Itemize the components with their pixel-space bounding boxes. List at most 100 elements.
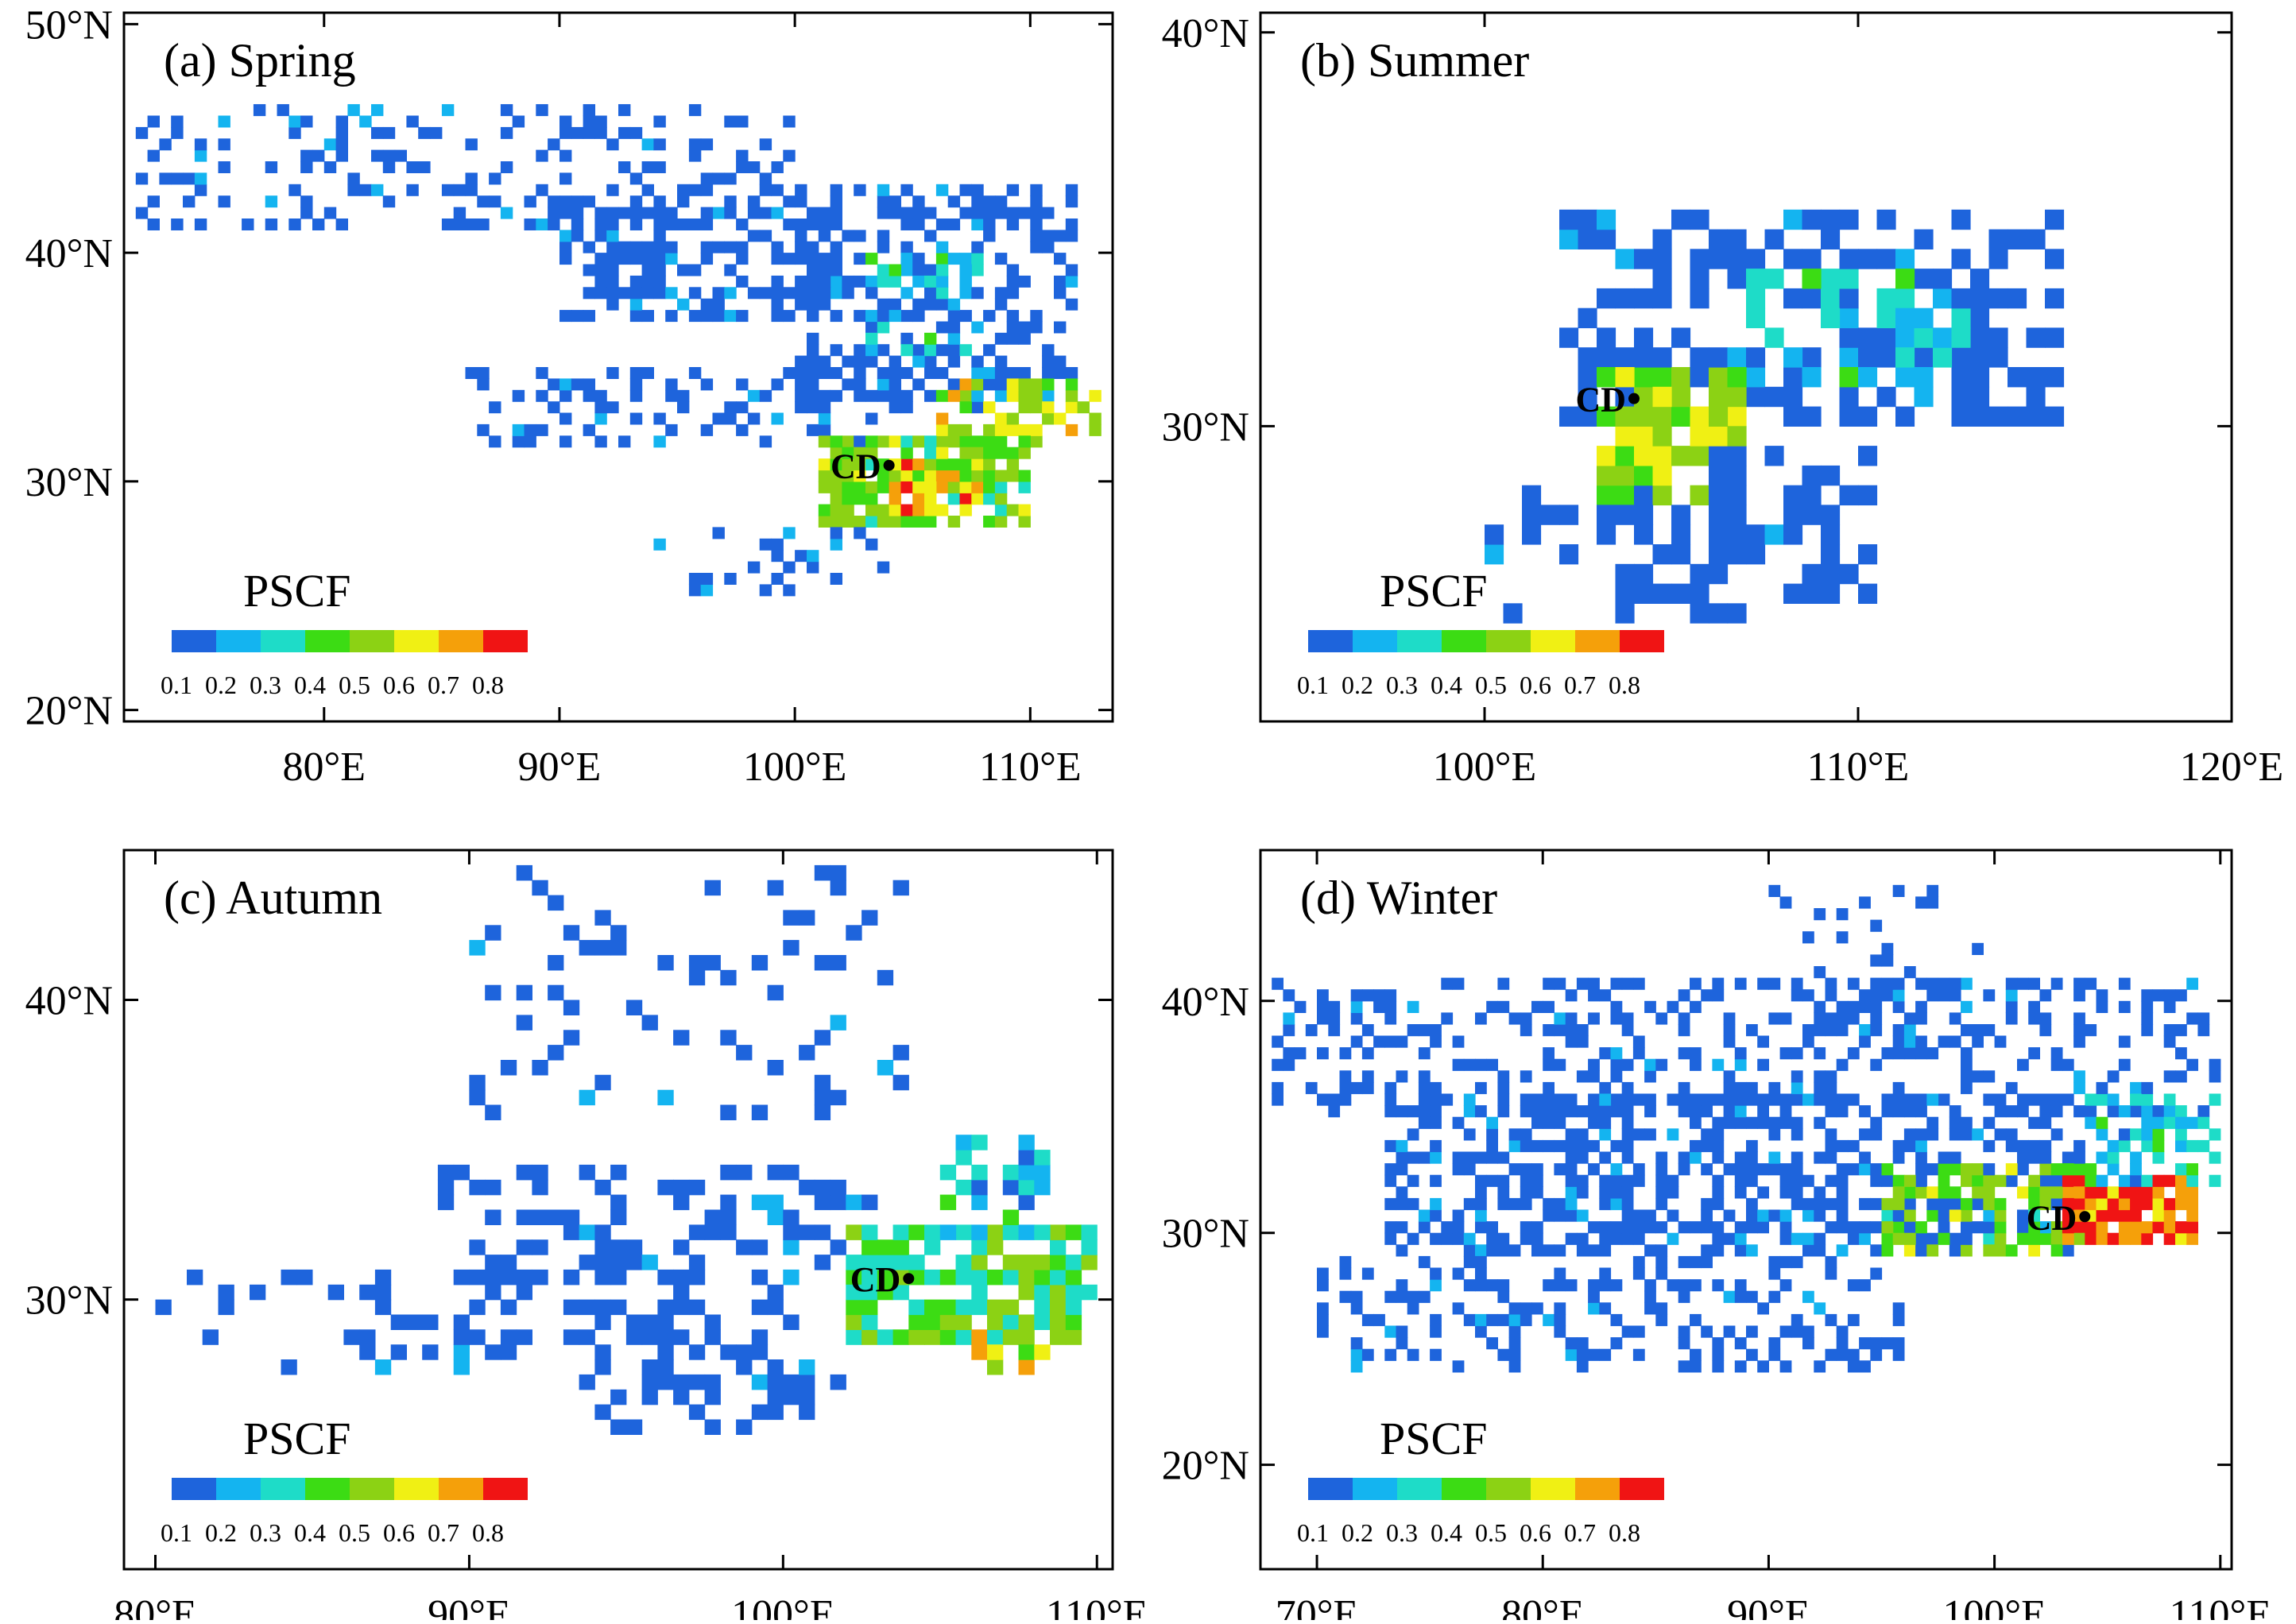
pscf-cell xyxy=(1615,406,1635,427)
pscf-cell xyxy=(747,195,761,208)
pscf-cell xyxy=(1926,1186,1939,1199)
pscf-cell xyxy=(1497,1232,1510,1245)
pscf-cell xyxy=(1734,1232,1747,1245)
pscf-cell xyxy=(1463,1163,1476,1176)
pscf-cell xyxy=(559,310,572,323)
pscf-cell xyxy=(1543,1024,1555,1037)
legend-swatch xyxy=(1620,630,1664,652)
pscf-cell xyxy=(1531,1186,1543,1199)
pscf-cell xyxy=(1407,1151,1419,1164)
pscf-cell xyxy=(783,1224,800,1240)
pscf-cell xyxy=(1565,1139,1578,1153)
pscf-cell xyxy=(665,253,678,265)
pscf-cell xyxy=(1497,1244,1510,1257)
legend-label: 0.3 xyxy=(250,1518,281,1547)
pscf-cell xyxy=(583,310,595,323)
pscf-cell xyxy=(912,435,925,448)
pscf-cell xyxy=(924,389,937,402)
panel-frame xyxy=(1259,849,2233,1571)
pscf-cell xyxy=(1050,1329,1067,1345)
pscf-cell xyxy=(548,207,560,219)
pscf-cell xyxy=(1914,307,1934,329)
pscf-cell xyxy=(2186,977,2198,990)
pscf-cell xyxy=(1576,1035,1589,1048)
pscf-cell xyxy=(1821,524,1841,545)
pscf-cell xyxy=(1836,1024,1849,1037)
pscf-cell xyxy=(1858,446,1878,466)
pscf-cell xyxy=(657,1089,674,1106)
pscf-cell xyxy=(1508,1348,1521,1361)
pscf-cell xyxy=(548,955,564,971)
pscf-cell xyxy=(1350,1337,1363,1350)
pscf-cell xyxy=(2028,977,2040,990)
pscf-cell xyxy=(594,1344,611,1360)
pscf-cell xyxy=(2050,1058,2063,1071)
pscf-cell xyxy=(1634,524,1654,545)
pscf-cell xyxy=(1859,1035,1871,1048)
pscf-cell xyxy=(1621,1012,1634,1025)
pscf-cell xyxy=(1522,485,1542,506)
pscf-cell xyxy=(1373,989,1385,1002)
pscf-cell xyxy=(830,287,842,300)
pscf-cell xyxy=(1634,288,1654,309)
pscf-cell xyxy=(2017,1093,2029,1106)
pscf-cell xyxy=(807,378,819,391)
pscf-cell xyxy=(889,516,901,528)
pscf-cell xyxy=(1272,977,1284,990)
pscf-cell xyxy=(1565,1209,1578,1222)
legend-label: 0.8 xyxy=(472,671,504,699)
pscf-cell xyxy=(771,161,784,173)
pscf-cell xyxy=(2039,1139,2052,1153)
pscf-cell xyxy=(1926,1093,1939,1106)
pscf-cell xyxy=(1870,954,1883,967)
pscf-cell xyxy=(2096,1209,2108,1222)
pscf-cell xyxy=(641,264,654,276)
pscf-cell xyxy=(563,1329,580,1345)
pscf-cell xyxy=(2026,367,2046,388)
pscf-cell xyxy=(1870,1116,1883,1129)
pscf-cell xyxy=(673,1179,690,1196)
pscf-cell xyxy=(1615,583,1635,604)
pscf-cell xyxy=(1895,327,1915,348)
pscf-cell xyxy=(994,378,1008,391)
pscf-cell xyxy=(2073,989,2085,1002)
pscf-cell xyxy=(1018,1179,1035,1196)
pscf-cell xyxy=(1339,1093,1352,1106)
pscf-cell xyxy=(1926,884,1939,897)
pscf-cell xyxy=(571,378,584,391)
pscf-cell xyxy=(1554,1267,1566,1280)
pscf-cell xyxy=(1723,1325,1736,1338)
pscf-cell xyxy=(1384,1035,1397,1048)
pscf-cell xyxy=(532,1179,548,1196)
pscf-cell xyxy=(1839,269,1859,289)
pscf-cell xyxy=(1328,1012,1341,1025)
pscf-cell xyxy=(1836,1000,1849,1013)
pscf-cell xyxy=(1006,207,1020,219)
pscf-cell xyxy=(594,940,611,956)
pscf-cell xyxy=(2186,1221,2198,1234)
pscf-cell xyxy=(1836,1012,1849,1025)
pscf-cell xyxy=(1903,1105,1916,1118)
pscf-cell xyxy=(1497,1186,1510,1199)
pscf-cell xyxy=(657,1374,674,1390)
pscf-cell xyxy=(1486,1174,1498,1187)
pscf-cell xyxy=(1030,207,1043,219)
pscf-cell xyxy=(2050,1197,2063,1211)
pscf-cell xyxy=(2073,1139,2085,1153)
site-label: CD xyxy=(1575,381,1626,420)
pscf-cell xyxy=(594,1404,611,1421)
pscf-cell xyxy=(1746,1151,1758,1164)
pscf-cell xyxy=(795,253,807,265)
pscf-cell xyxy=(563,1299,580,1316)
pscf-cell xyxy=(1621,1128,1634,1141)
pscf-cell xyxy=(795,184,807,196)
pscf-cell xyxy=(1272,1093,1284,1106)
pscf-cell xyxy=(877,275,890,288)
pscf-cell xyxy=(1384,989,1397,1002)
pscf-cell xyxy=(795,195,807,208)
pscf-cell xyxy=(2130,1105,2142,1118)
pscf-cell xyxy=(1926,1197,1939,1211)
pscf-cell xyxy=(1652,229,1672,249)
pscf-cell xyxy=(2096,1197,2108,1211)
